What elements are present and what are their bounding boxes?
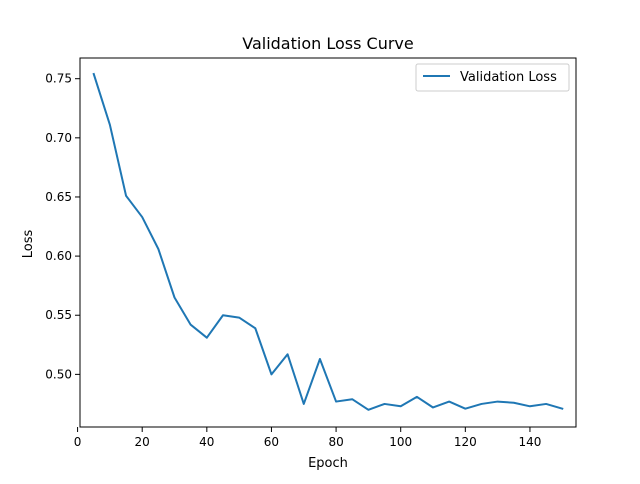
y-tick-label: 0.60 — [45, 249, 72, 263]
legend-box — [415, 63, 570, 92]
x-axis-label: Epoch — [308, 456, 348, 471]
x-tick-label: 20 — [135, 435, 150, 449]
x-axis-ticks: 0 20 40 60 80 100 120 140 — [74, 427, 542, 449]
x-tick-label: 120 — [454, 435, 477, 449]
y-tick-label: 0.65 — [45, 190, 72, 204]
y-axis-ticks: 0.50 0.55 0.60 0.65 0.70 0.75 — [45, 72, 80, 381]
x-tick-label: 140 — [519, 435, 542, 449]
plot-frame — [79, 57, 577, 428]
y-tick-label: 0.70 — [45, 131, 72, 145]
y-axis-label: Loss — [21, 230, 36, 259]
x-tick-label: 40 — [199, 435, 214, 449]
y-tick-label: 0.75 — [45, 72, 72, 86]
x-tick-label: 80 — [328, 435, 343, 449]
legend: Validation Loss — [415, 63, 570, 92]
x-tick-label: 60 — [264, 435, 279, 449]
series-layer — [92, 72, 564, 411]
series-line — [92, 72, 564, 411]
y-tick-label: 0.50 — [45, 367, 72, 381]
plot-area — [80, 58, 576, 427]
x-tick-label: 0 — [74, 435, 82, 449]
chart-title: Validation Loss Curve — [242, 34, 413, 53]
legend-series-label: Validation Loss — [460, 70, 557, 85]
x-tick-label: 100 — [389, 435, 412, 449]
y-tick-label: 0.55 — [45, 308, 72, 322]
